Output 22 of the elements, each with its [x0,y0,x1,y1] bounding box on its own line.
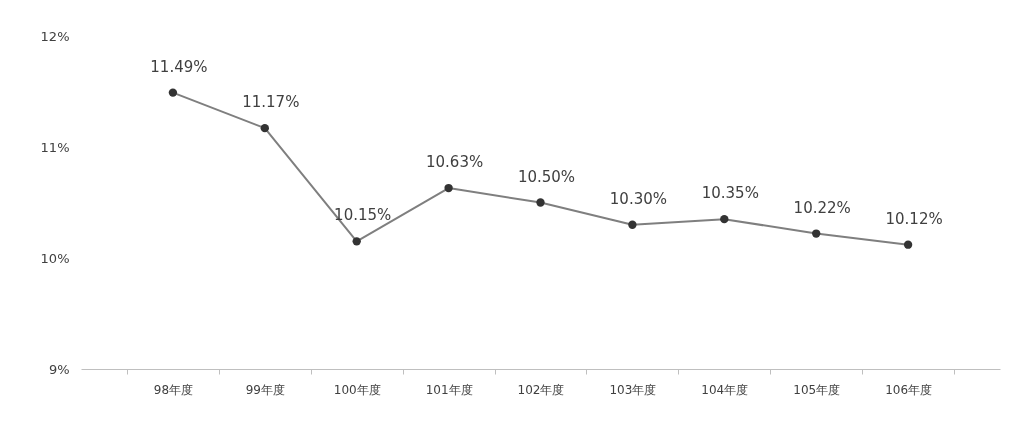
x-tick-label: 100年度 [333,382,381,397]
x-tick-label: 104年度 [701,382,749,397]
data-label: 10.12% [885,209,943,228]
x-tick-label: 99年度 [245,382,285,397]
data-label: 10.35% [701,184,759,203]
data-label: 10.63% [426,153,484,172]
data-label: 10.15% [334,206,392,225]
data-label: 10.50% [517,167,576,186]
x-tick-label: 102年度 [517,382,565,397]
x-tick-label: 106年度 [885,382,933,397]
y-tick-label: 10% [40,250,70,266]
x-tick-label: 105年度 [793,382,841,397]
y-tick-label: 9% [48,361,70,377]
y-tick-label: 12% [40,28,70,44]
y-tick-label: 11% [40,139,70,155]
data-label: 10.30% [609,189,667,208]
data-label: 10.22% [793,198,851,217]
x-tick-label: 98年度 [153,382,194,397]
x-tick-label: 103年度 [609,382,657,397]
x-tick-label: 101年度 [425,382,473,397]
data-label: 11.49% [150,57,208,76]
data-label: 11.17% [242,93,300,112]
